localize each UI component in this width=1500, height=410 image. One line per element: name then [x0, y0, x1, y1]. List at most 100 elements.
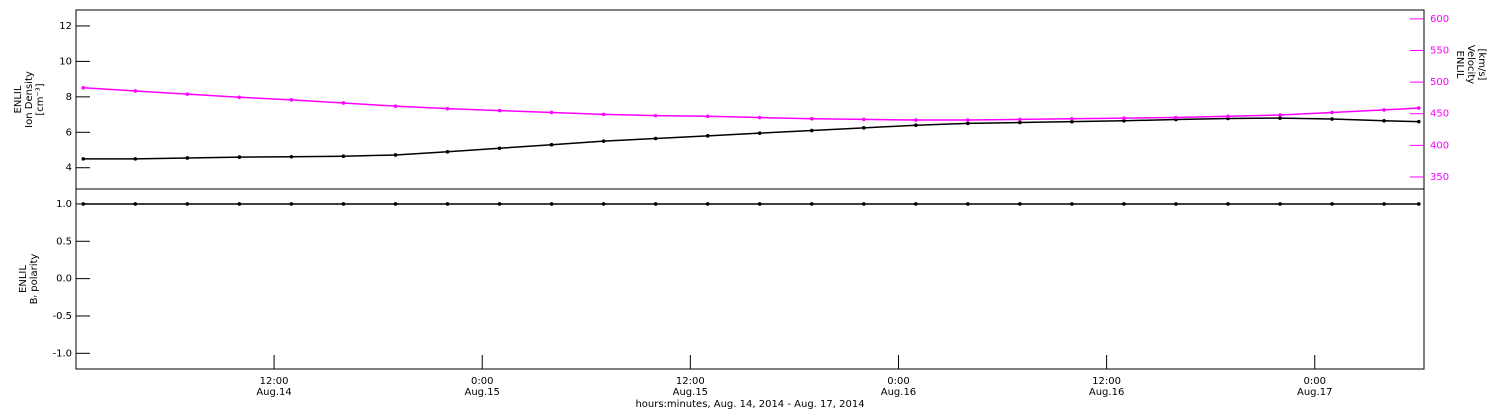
data-point [237, 202, 242, 206]
data-point [914, 202, 918, 206]
y-tick-label: 4 [66, 163, 72, 174]
data-point [341, 154, 346, 159]
y-tick-label: 12 [59, 21, 72, 32]
y-tick-label: 10 [59, 56, 72, 67]
y-tick-label: 0.5 [56, 236, 72, 247]
data-point [393, 202, 398, 206]
data-point [601, 112, 606, 117]
data-point [1018, 117, 1022, 122]
plot-frame [75, 188, 1425, 370]
data-point [705, 134, 710, 138]
data-point [757, 202, 762, 206]
y-axis-label: Ion Density [24, 71, 35, 128]
data-point [549, 142, 554, 147]
data-point [861, 126, 866, 130]
y-tick-label: 6 [66, 127, 72, 138]
data-point [133, 89, 138, 93]
data-point [445, 149, 450, 154]
y-tick-label: 0.0 [56, 274, 72, 285]
data-point [237, 155, 242, 159]
y2-axis-label: Velocity [1465, 45, 1476, 84]
data-point [1070, 119, 1074, 124]
x-tick-label: 0:00 Aug.17 [1297, 376, 1332, 398]
data-point [653, 136, 658, 141]
data-point [601, 139, 606, 143]
data-point [81, 85, 86, 90]
data-point [653, 202, 658, 206]
data-point [914, 123, 918, 127]
data-point [1330, 117, 1334, 121]
data-point [445, 106, 450, 111]
data-point [1330, 110, 1334, 115]
data-point [1416, 202, 1421, 206]
data-point [185, 92, 190, 96]
data-point [289, 154, 294, 159]
data-point [133, 157, 138, 161]
data-point [1382, 202, 1386, 206]
x-tick-label: 0:00 Aug.15 [464, 376, 499, 398]
data-point [1070, 202, 1074, 206]
data-point [757, 115, 762, 120]
data-point [914, 118, 918, 122]
data-point [289, 202, 294, 206]
data-point [601, 202, 606, 206]
data-point [861, 202, 866, 206]
y-tick-label: 8 [66, 92, 72, 103]
data-point [1122, 116, 1126, 120]
data-point [1018, 120, 1022, 125]
series-line [83, 87, 1419, 121]
data-point [237, 95, 242, 100]
y-axis-label: Bᵣ polarity [29, 254, 40, 305]
x-tick-label: 0:00 Aug.16 [881, 376, 916, 398]
data-point [1416, 119, 1421, 124]
data-point [809, 116, 814, 121]
data-point [809, 202, 814, 206]
data-point [1416, 106, 1421, 110]
data-point [81, 157, 86, 161]
data-point [861, 117, 866, 122]
y-axis-label: [cm⁻³] [35, 83, 46, 115]
y-axis-label: ENLIL [13, 85, 24, 113]
data-point [1174, 202, 1178, 206]
data-point [705, 114, 710, 119]
y-tick-label: -1.0 [52, 348, 72, 359]
y2-tick-label: 500 [1430, 77, 1449, 88]
series-line [83, 117, 1419, 160]
data-point [1330, 202, 1334, 206]
y2-tick-label: 550 [1430, 45, 1449, 56]
y-tick-label: 1.0 [56, 199, 72, 210]
data-point [1278, 113, 1282, 117]
data-point [341, 101, 346, 105]
data-point [341, 202, 346, 206]
data-point [393, 153, 398, 157]
data-point [1278, 116, 1282, 120]
data-point [393, 104, 398, 108]
data-point [1226, 114, 1230, 119]
data-point [653, 113, 658, 118]
y2-tick-label: 450 [1430, 109, 1449, 120]
data-point [185, 156, 190, 160]
data-point [966, 118, 970, 122]
y-axis-label: ENLIL [18, 265, 29, 293]
data-point [1122, 118, 1126, 123]
y2-tick-label: 600 [1430, 14, 1449, 25]
data-point [1382, 118, 1386, 123]
y2-axis-label: ENLIL [1454, 51, 1465, 79]
data-point [757, 131, 762, 135]
data-point [705, 202, 710, 206]
y2-tick-label: 350 [1430, 172, 1449, 183]
data-point [966, 121, 970, 126]
y2-axis-label: [km/s] [1476, 49, 1487, 81]
data-point [497, 108, 502, 113]
data-point [81, 202, 86, 206]
data-point [445, 202, 450, 206]
data-point [1174, 115, 1178, 120]
data-point [1382, 108, 1386, 112]
data-point [1122, 202, 1126, 206]
data-point [133, 202, 138, 206]
data-point [549, 110, 554, 115]
data-point [497, 202, 502, 206]
data-point [1070, 116, 1074, 121]
x-tick-label: 12:00 Aug.14 [256, 376, 291, 398]
